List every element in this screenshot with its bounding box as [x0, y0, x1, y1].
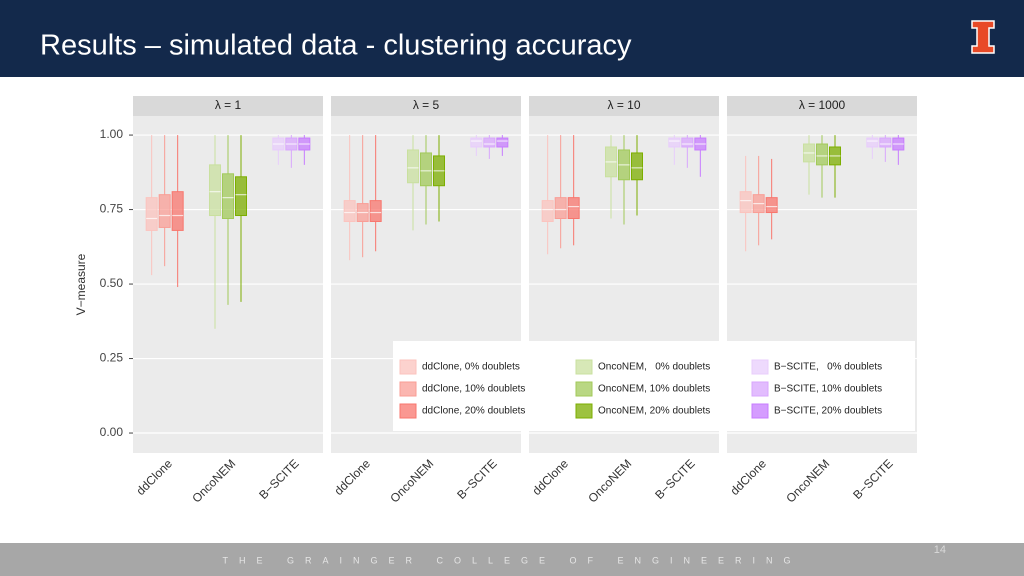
box: [483, 137, 496, 148]
box: [222, 173, 234, 220]
legend-key: [399, 381, 417, 397]
page-number: 14: [934, 544, 946, 556]
facet-title: λ = 1: [215, 98, 242, 112]
y-tick-label: 1.00: [100, 127, 124, 141]
facet-title: λ = 1000: [799, 98, 846, 112]
box: [879, 137, 892, 148]
y-tick-label: 0.00: [100, 425, 124, 439]
legend-label: ddClone, 20% doublets: [422, 406, 525, 417]
box: [171, 191, 184, 231]
header-band: [0, 0, 1024, 77]
legend-label: OncoNEM, 20% doublets: [598, 406, 710, 417]
strip: [529, 96, 719, 116]
legend-label: OncoNEM, 10% doublets: [598, 384, 710, 395]
box: [541, 200, 554, 222]
box: [343, 200, 356, 222]
legend-key: [751, 403, 769, 419]
box: [496, 137, 509, 148]
strip: [727, 96, 917, 116]
legend-key: [399, 359, 417, 375]
legend-key: [751, 359, 769, 375]
box: [470, 137, 483, 148]
box: [631, 152, 643, 181]
box: [209, 164, 221, 217]
box: [739, 191, 752, 214]
facet-title: λ = 5: [413, 98, 440, 112]
box: [145, 197, 158, 231]
box: [765, 197, 778, 214]
strip: [133, 96, 323, 116]
legend-key: [399, 403, 417, 419]
box: [681, 137, 694, 148]
legend-label: ddClone, 0% doublets: [422, 362, 520, 373]
logo: [971, 20, 995, 54]
chart: V−measure 0.00 0.25 0.50 0.75 1.00 λ = 1 ddClon…: [74, 96, 917, 506]
legend-label: ddClone, 10% doublets: [422, 384, 525, 395]
box: [158, 194, 171, 228]
y-axis-label: V−measure: [74, 253, 88, 315]
legend-key: [751, 381, 769, 397]
facet-title: λ = 10: [607, 98, 640, 112]
y-tick-label: 0.50: [100, 276, 124, 290]
box: [668, 137, 681, 148]
legend-key: [575, 359, 593, 375]
box: [554, 197, 567, 220]
legend-key: [575, 381, 593, 397]
box: [369, 200, 382, 222]
y-tick-label: 0.75: [100, 202, 124, 216]
legend-label: B−SCITE, 20% doublets: [774, 406, 882, 417]
slide-title: Results – simulated data - clustering ac…: [40, 30, 632, 62]
legend-key: [575, 403, 593, 419]
legend-label: B−SCITE, 0% doublets: [774, 362, 882, 373]
y-tick-label: 0.25: [100, 351, 124, 365]
strip: [331, 96, 521, 116]
box: [866, 137, 879, 148]
footer-text: THE GRAINGER COLLEGE OF ENGINEERING: [222, 555, 801, 565]
legend-label: OncoNEM, 0% doublets: [598, 362, 710, 373]
box: [816, 143, 828, 166]
legend-label: B−SCITE, 10% doublets: [774, 384, 882, 395]
box: [407, 149, 419, 184]
footer-band: [0, 543, 1024, 576]
box: [420, 152, 432, 187]
legend: [393, 341, 915, 431]
box: [235, 176, 247, 217]
box: [567, 197, 580, 220]
